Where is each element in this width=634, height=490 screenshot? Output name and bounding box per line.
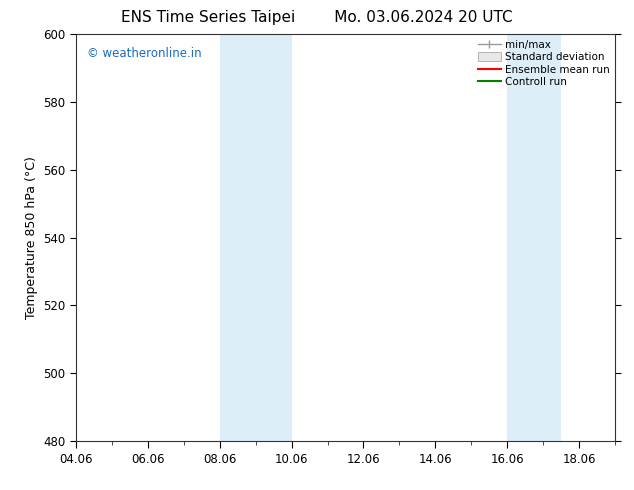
Bar	[507, 34, 561, 441]
Y-axis label: Temperature 850 hPa (°C): Temperature 850 hPa (°C)	[25, 156, 38, 319]
Bar	[220, 34, 292, 441]
Legend: min/max, Standard deviation, Ensemble mean run, Controll run: min/max, Standard deviation, Ensemble me…	[476, 37, 612, 89]
Text: © weatheronline.in: © weatheronline.in	[87, 47, 202, 59]
Text: ENS Time Series Taipei        Mo. 03.06.2024 20 UTC: ENS Time Series Taipei Mo. 03.06.2024 20…	[121, 10, 513, 25]
